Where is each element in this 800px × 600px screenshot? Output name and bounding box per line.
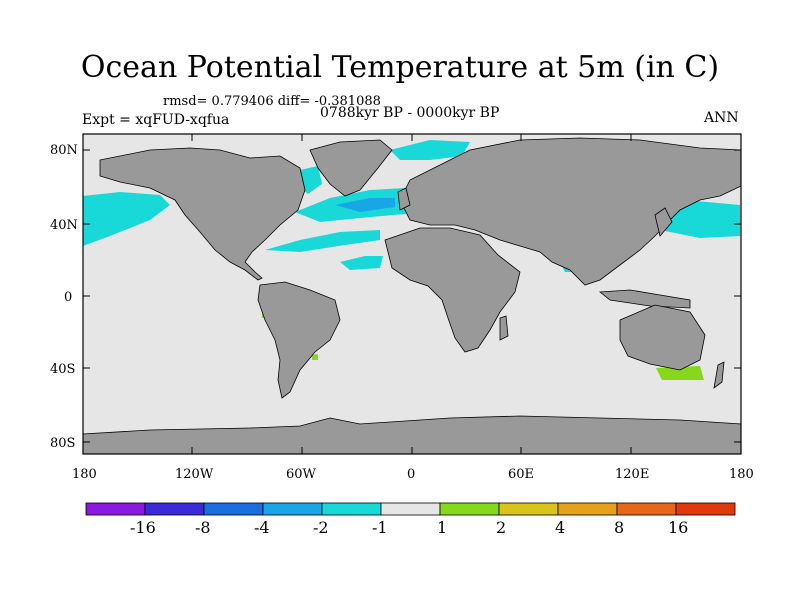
anomaly-patch-tropical-atlantic bbox=[340, 256, 383, 270]
colorbar-label: 1 bbox=[437, 518, 448, 537]
experiment-label: Expt = xqFUD-xqfua bbox=[82, 112, 230, 128]
land-greenland bbox=[309, 139, 393, 197]
anomaly-patch-north-atlantic-core bbox=[335, 198, 395, 212]
anomaly-patch-brazil bbox=[312, 354, 318, 360]
colorbar-swatch bbox=[439, 502, 500, 516]
lat-label-80n: 80N bbox=[50, 143, 78, 158]
lon-label-180e: 180 bbox=[729, 467, 754, 482]
colorbar-label: 2 bbox=[496, 518, 507, 537]
colorbar-swatch bbox=[203, 502, 264, 516]
colorbar-swatch bbox=[380, 502, 441, 516]
lat-label-40n: 40N bbox=[50, 218, 78, 233]
colorbar-swatch bbox=[144, 502, 205, 516]
lon-label-60w: 60W bbox=[286, 467, 316, 482]
map-title: Ocean Potential Temperature at 5m (in C) bbox=[80, 50, 720, 85]
colorbar-swatch bbox=[616, 502, 677, 516]
lon-label-0: 0 bbox=[407, 467, 416, 482]
colorbar-swatch bbox=[498, 502, 559, 516]
land-uk bbox=[397, 187, 411, 211]
anomaly-patch-south-australia bbox=[656, 366, 704, 380]
lon-label-60e: 60E bbox=[508, 467, 535, 482]
season-label: ANN bbox=[704, 110, 739, 126]
colorbar-label: -4 bbox=[254, 518, 270, 537]
colorbar-swatch bbox=[557, 502, 618, 516]
colorbar-label: -16 bbox=[130, 518, 156, 537]
land-eurasia bbox=[399, 137, 742, 286]
colorbar-label: -8 bbox=[195, 518, 211, 537]
land-north-america bbox=[99, 147, 306, 281]
colorbar-swatch bbox=[262, 502, 323, 516]
land-africa bbox=[384, 227, 521, 353]
land-south-america bbox=[257, 281, 341, 399]
colorbar bbox=[85, 502, 736, 516]
colorbar-label: -1 bbox=[372, 518, 388, 537]
land-madagascar bbox=[499, 315, 509, 341]
anomaly-patch-subtropical-atlantic bbox=[265, 230, 380, 252]
lon-label-120w: 120W bbox=[175, 467, 214, 482]
anomaly-patch-north-pacific bbox=[83, 192, 170, 246]
colorbar-label: 16 bbox=[668, 518, 689, 537]
axis-ticks bbox=[82, 134, 742, 454]
colorbar-label: -2 bbox=[313, 518, 329, 537]
colorbar-swatch bbox=[675, 502, 736, 516]
lon-label-180w: 180 bbox=[72, 467, 97, 482]
lat-label-80s: 80S bbox=[50, 436, 76, 451]
colorbar-swatch bbox=[85, 502, 146, 516]
land-masses bbox=[82, 137, 742, 455]
time-period: 0788kyr BP - 0000kyr BP bbox=[320, 105, 500, 121]
land-indonesia bbox=[598, 289, 691, 309]
colorbar-label: 4 bbox=[555, 518, 566, 537]
land-australia bbox=[619, 304, 706, 371]
anomaly-patch-greenland-sea bbox=[390, 140, 470, 160]
map-area bbox=[82, 133, 742, 455]
lat-label-0: 0 bbox=[64, 290, 73, 305]
land-japan bbox=[654, 207, 673, 237]
colorbar-label: 8 bbox=[614, 518, 625, 537]
lon-label-120e: 120E bbox=[615, 467, 650, 482]
land-new-zealand bbox=[713, 361, 725, 389]
colorbar-swatch bbox=[321, 502, 382, 516]
lat-label-40s: 40S bbox=[50, 362, 76, 377]
rmsd-diff-stats: rmsd= 0.779406 diff= -0.381088 bbox=[163, 94, 381, 109]
